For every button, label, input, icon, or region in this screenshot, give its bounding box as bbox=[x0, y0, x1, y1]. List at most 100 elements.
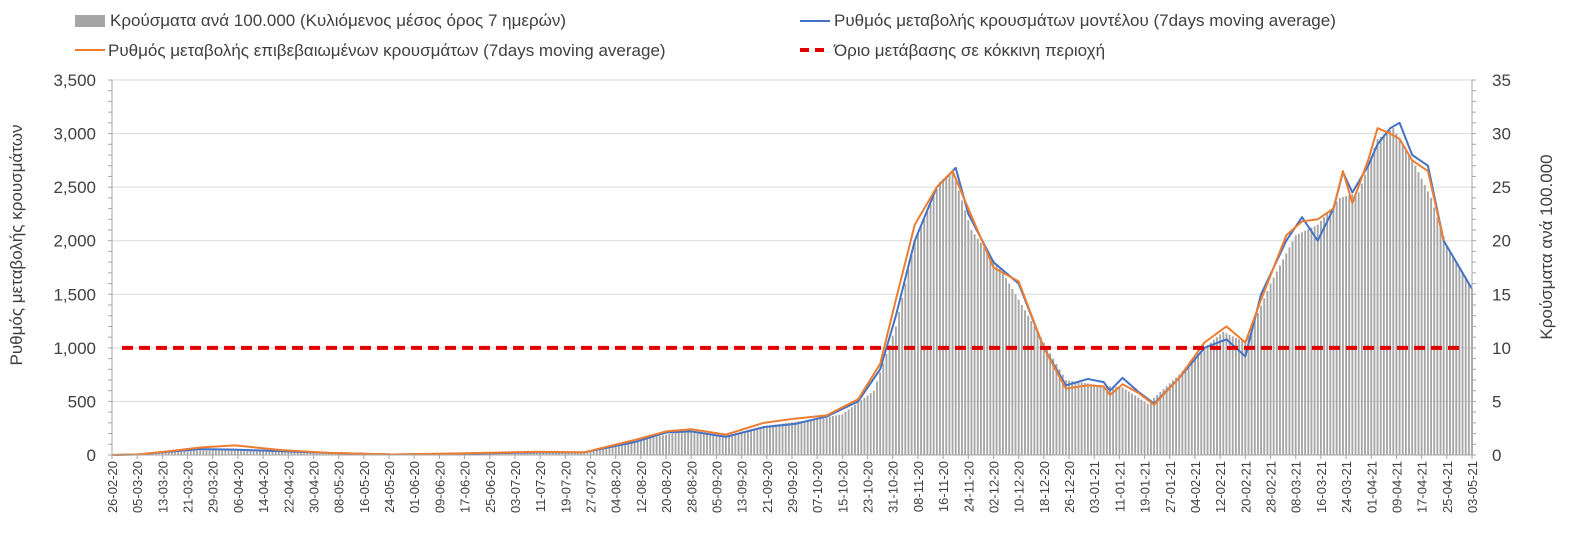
bar bbox=[1355, 193, 1357, 455]
y-right-tick-label: 10 bbox=[1492, 339, 1511, 358]
legend-label-model: Ρυθμός μεταβολής κρουσμάτων μοντέλου (7d… bbox=[834, 11, 1336, 30]
x-tick-label: 02-12-20 bbox=[986, 461, 1001, 513]
bar bbox=[637, 440, 639, 455]
bar bbox=[911, 255, 913, 455]
bar bbox=[948, 174, 950, 455]
bar bbox=[1342, 197, 1344, 455]
bar bbox=[955, 181, 957, 455]
bar bbox=[1333, 206, 1335, 455]
bar bbox=[1314, 226, 1316, 455]
bar bbox=[1071, 381, 1073, 455]
bar bbox=[1462, 273, 1464, 455]
bar bbox=[665, 435, 667, 455]
x-tick-label: 13-03-20 bbox=[155, 461, 170, 513]
bar bbox=[741, 432, 743, 455]
bar bbox=[738, 433, 740, 456]
bar bbox=[681, 431, 683, 455]
bar bbox=[1037, 332, 1039, 455]
confirmed-rate-line bbox=[112, 128, 1444, 455]
bar bbox=[193, 451, 195, 455]
bar bbox=[797, 421, 799, 455]
x-tick-label: 06-04-20 bbox=[231, 461, 246, 513]
bar bbox=[1112, 387, 1114, 455]
bar-series bbox=[114, 128, 1473, 455]
bar bbox=[1219, 334, 1221, 455]
bar bbox=[1377, 139, 1379, 455]
x-tick-label: 22-04-20 bbox=[281, 461, 296, 513]
x-tick-label: 11-07-20 bbox=[533, 461, 548, 512]
bar bbox=[747, 430, 749, 455]
bar bbox=[1436, 217, 1438, 455]
y-left-tick-label: 1,500 bbox=[53, 285, 96, 304]
bar bbox=[763, 426, 765, 455]
bar bbox=[1056, 364, 1058, 455]
bar bbox=[1065, 380, 1067, 455]
x-tick-label: 17-06-20 bbox=[458, 461, 473, 513]
bar bbox=[1248, 335, 1250, 455]
bar bbox=[1150, 401, 1152, 455]
legend-item-confirmed: Ρυθμός μεταβολής επιβεβαιωμένων κρουσμάτ… bbox=[75, 41, 666, 60]
bar bbox=[1235, 338, 1237, 455]
bar bbox=[1260, 306, 1262, 455]
bar bbox=[1414, 166, 1416, 455]
y-right-tick-label: 30 bbox=[1492, 125, 1511, 144]
bar bbox=[989, 256, 991, 455]
y-right-tick-label: 35 bbox=[1492, 71, 1511, 90]
x-tick-label: 05-09-20 bbox=[709, 461, 724, 513]
bar bbox=[209, 450, 211, 455]
bar bbox=[659, 436, 661, 455]
x-tick-label: 01-06-20 bbox=[407, 461, 422, 513]
x-tick-label: 27-01-21 bbox=[1163, 461, 1178, 513]
bar bbox=[1320, 221, 1322, 455]
bar bbox=[1128, 392, 1130, 455]
bar bbox=[1018, 300, 1020, 455]
x-tick-label: 24-05-20 bbox=[382, 461, 397, 513]
bar bbox=[1100, 385, 1102, 455]
bar bbox=[212, 450, 214, 455]
bar bbox=[1200, 351, 1202, 455]
bar bbox=[769, 425, 771, 455]
y-right-axis-title: Κρούσματα ανά 100.000 bbox=[1537, 154, 1556, 339]
bar bbox=[1122, 388, 1124, 456]
y-right-tick-label: 15 bbox=[1492, 285, 1511, 304]
bar bbox=[804, 421, 806, 456]
bar bbox=[1232, 336, 1234, 455]
y-left-tick-label: 2,500 bbox=[53, 178, 96, 197]
bar bbox=[1336, 202, 1338, 455]
bar bbox=[1364, 175, 1366, 455]
legend-item-bars: Κρούσματα ανά 100.000 (Κυλιόμενος μέσος … bbox=[75, 11, 566, 30]
bar bbox=[876, 382, 878, 455]
bar bbox=[1468, 284, 1470, 455]
x-tick-label: 21-09-20 bbox=[760, 461, 775, 513]
y-left-tick-label: 2,000 bbox=[53, 232, 96, 251]
bar bbox=[986, 251, 988, 455]
bar bbox=[1153, 398, 1155, 455]
bar bbox=[716, 435, 718, 455]
bar bbox=[838, 415, 840, 455]
bar bbox=[810, 420, 812, 455]
bar bbox=[1411, 160, 1413, 455]
x-tick-label: 20-02-21 bbox=[1238, 461, 1253, 513]
bar bbox=[1339, 198, 1341, 455]
bar bbox=[1348, 195, 1350, 455]
x-tick-label: 29-09-20 bbox=[785, 461, 800, 513]
bar bbox=[1405, 150, 1407, 455]
bar bbox=[1383, 135, 1385, 455]
bar bbox=[974, 234, 976, 455]
bar bbox=[1443, 236, 1445, 455]
bar bbox=[1373, 148, 1375, 455]
bar bbox=[772, 425, 774, 455]
bar bbox=[1367, 166, 1369, 455]
x-tick-label: 07-10-20 bbox=[810, 461, 825, 513]
x-tick-label: 27-07-20 bbox=[584, 461, 599, 513]
x-tick-label: 12-08-20 bbox=[634, 461, 649, 513]
bar bbox=[816, 419, 818, 455]
bar bbox=[1188, 364, 1190, 455]
bar bbox=[936, 189, 938, 455]
bar bbox=[1103, 386, 1105, 455]
bar bbox=[930, 204, 932, 455]
bar bbox=[942, 179, 944, 455]
bar bbox=[920, 226, 922, 455]
bar bbox=[841, 414, 843, 455]
